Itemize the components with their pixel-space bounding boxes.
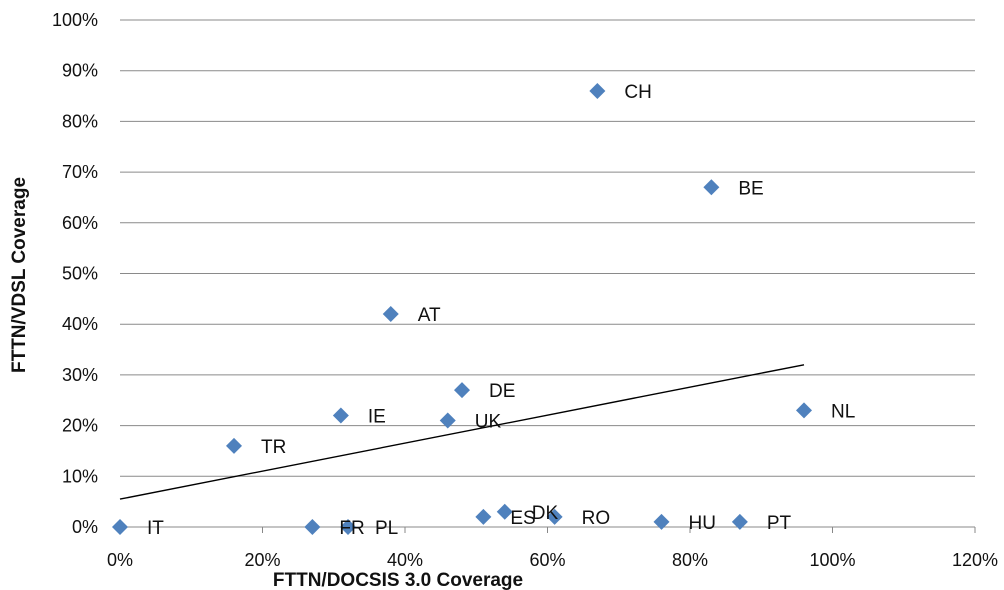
- point-label-hu: HU: [689, 513, 716, 534]
- y-tick-label: 30%: [62, 365, 98, 385]
- data-point-uk: [439, 412, 456, 429]
- point-label-ro: RO: [582, 508, 611, 529]
- x-tick-label: 60%: [529, 550, 565, 570]
- data-point-pl: [340, 519, 356, 535]
- x-tick-label: 40%: [387, 550, 423, 570]
- x-axis-ticks: 0% 20% 40% 60% 80% 100% 120%: [107, 527, 998, 570]
- data-point-nl: [796, 402, 812, 419]
- x-tick-label: 100%: [809, 550, 855, 570]
- x-tick-label: 80%: [672, 550, 708, 570]
- y-tick-label: 0%: [72, 517, 98, 537]
- x-tick-label: 0%: [107, 550, 133, 570]
- y-tick-label: 20%: [62, 416, 98, 436]
- data-point-it: [112, 519, 128, 535]
- y-axis-title: FTTN/VDSL Coverage: [9, 177, 30, 373]
- point-label-de: DE: [489, 381, 515, 402]
- x-tick-label: 120%: [952, 550, 998, 570]
- data-point-be: [703, 179, 720, 196]
- y-tick-label: 40%: [62, 314, 98, 334]
- data-point-es: [475, 508, 492, 525]
- point-label-fr: FR: [339, 518, 364, 539]
- data-point-hu: [653, 513, 670, 530]
- y-tick-label: 80%: [62, 111, 98, 131]
- data-point-ie: [332, 407, 349, 424]
- trendline: [119, 364, 805, 500]
- point-label-nl: NL: [831, 401, 855, 422]
- y-tick-label: 90%: [62, 61, 98, 81]
- point-label-pl: PL: [375, 518, 398, 539]
- point-label-dk: DK: [532, 503, 559, 524]
- point-label-be: BE: [738, 178, 763, 199]
- data-point-ch: [589, 82, 606, 99]
- gridlines: [120, 19, 975, 528]
- data-point-de: [454, 382, 470, 399]
- data-point-at: [382, 306, 399, 323]
- y-axis-ticks: 0% 10% 20% 30% 40% 50% 60% 70% 80% 90% 100%: [52, 10, 98, 537]
- y-tick-label: 100%: [52, 10, 98, 30]
- data-point-tr: [226, 437, 242, 454]
- point-label-uk: UK: [475, 412, 502, 433]
- point-label-at: AT: [418, 305, 441, 326]
- x-axis-title: FTTN/DOCSIS 3.0 Coverage: [273, 570, 523, 590]
- data-points: [112, 82, 812, 535]
- data-point-fr: [304, 519, 321, 535]
- point-label-it: IT: [147, 518, 164, 539]
- point-label-es: ES: [510, 508, 535, 529]
- data-point-pt: [731, 513, 748, 530]
- y-tick-label: 50%: [62, 264, 98, 284]
- y-tick-label: 70%: [62, 162, 98, 182]
- point-label-ie: IE: [368, 406, 386, 427]
- point-label-pt: PT: [767, 513, 792, 534]
- y-tick-label: 10%: [62, 466, 98, 486]
- y-tick-label: 60%: [62, 213, 98, 233]
- point-label-ch: CH: [624, 82, 651, 103]
- data-point-dk: [496, 503, 513, 520]
- x-tick-label: 20%: [244, 550, 280, 570]
- data-point-ro: [546, 508, 563, 525]
- point-label-tr: TR: [261, 437, 286, 458]
- trendline-layer: [119, 364, 805, 500]
